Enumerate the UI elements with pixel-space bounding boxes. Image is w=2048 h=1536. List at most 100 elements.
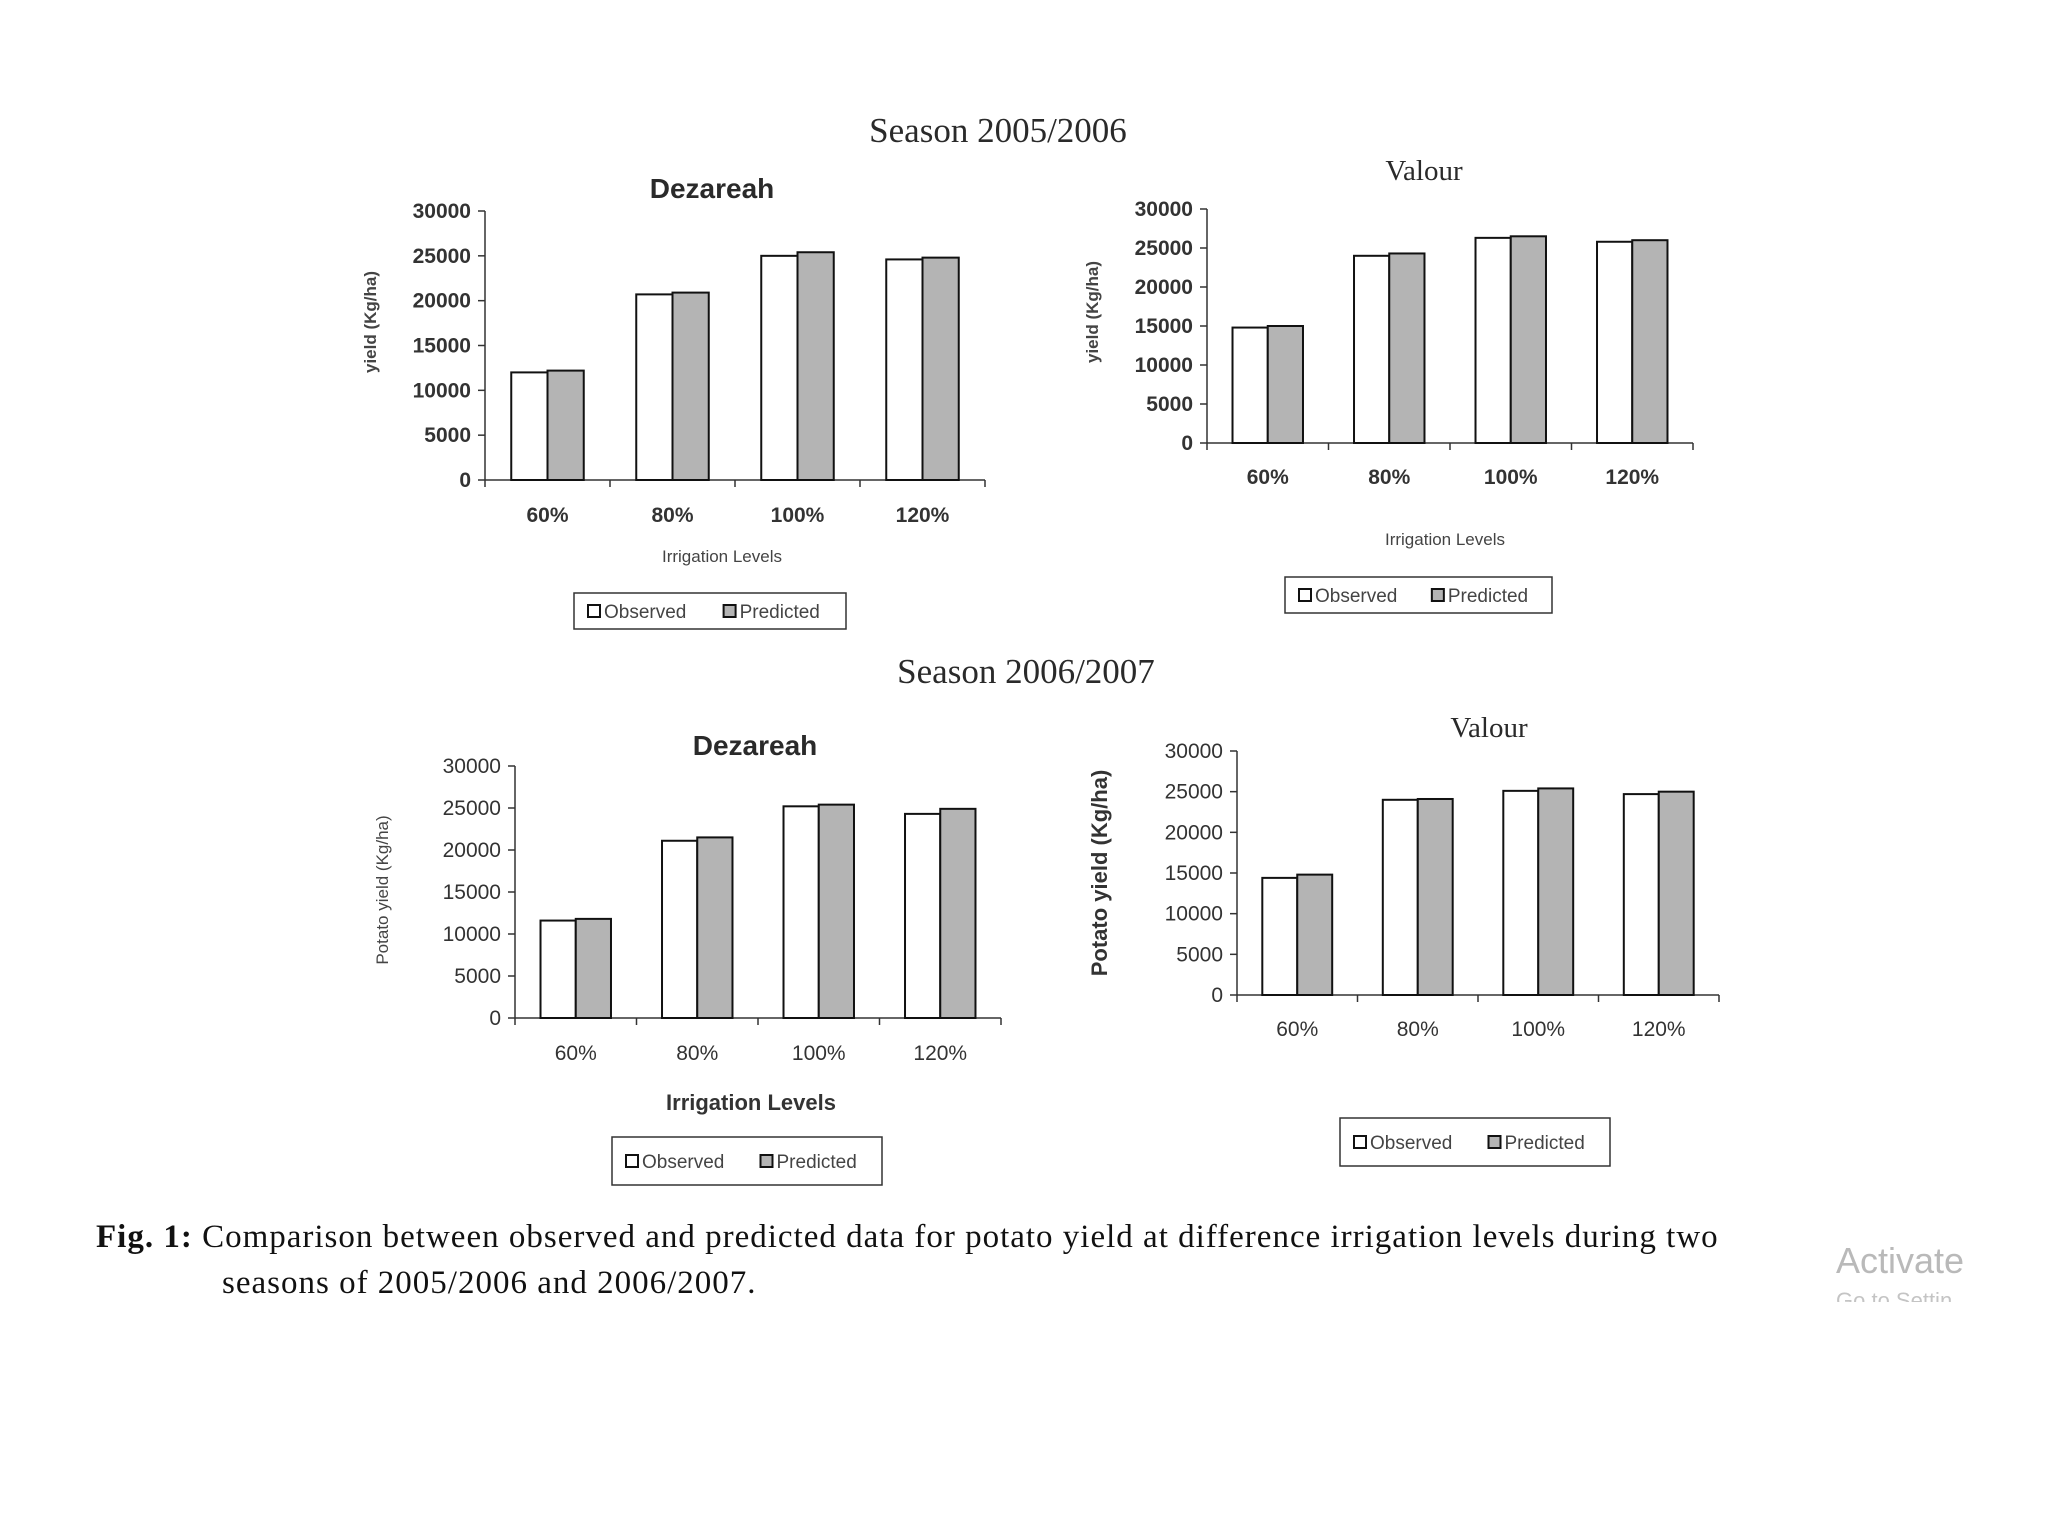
y-tick-label: 20000 [443,839,501,862]
predicted-bar [1657,790,1695,997]
x-tick-label: 60% [555,1042,597,1065]
legend-box [573,592,847,630]
y-tick-label: 10000 [1135,354,1193,377]
legend-predicted-swatch [1487,1135,1502,1149]
y-axis-label: Potato yield (Kg/ha) [373,815,392,964]
observed-bar [1353,254,1391,444]
predicted-bar [1509,235,1547,444]
legend-predicted-swatch [759,1154,774,1168]
predicted-bar [939,807,977,1020]
observed-bar [1231,326,1269,444]
observed-bar [661,839,699,1020]
predicted-bar [671,291,710,482]
legend-predicted-swatch [722,604,737,618]
x-axis-label: Irrigation Levels [666,1090,836,1115]
legend-observed-swatch [1353,1135,1367,1149]
caption-line-2: seasons of 2005/2006 and 2006/2007. [222,1265,757,1301]
observed-bar [1261,876,1299,997]
legend-observed-swatch [625,1154,639,1168]
observed-bar [885,258,924,482]
season-title: Season 2006/2007 [897,652,1155,691]
observed-bar [1622,793,1660,997]
legend-predicted-label: Predicted [1505,1133,1585,1154]
season-title: Season 2005/2006 [869,111,1127,150]
chart-title: Dezareah [650,173,775,204]
predicted-bar [1537,787,1575,996]
chart-title: Dezareah [693,730,818,761]
y-tick-label: 5000 [1146,393,1193,416]
y-tick-label: 30000 [1135,198,1193,221]
x-tick-label: 100% [1511,1018,1565,1041]
y-tick-label: 10000 [443,923,501,946]
y-tick-label: 30000 [413,200,471,223]
x-axis-label: Irrigation Levels [662,547,782,566]
predicted-bar [817,803,855,1020]
y-tick-label: 25000 [1165,781,1223,804]
y-tick-label: 5000 [454,965,501,988]
y-tick-label: 0 [1211,984,1223,1007]
y-tick-label: 5000 [424,424,471,447]
y-tick-label: 10000 [413,379,471,402]
y-tick-label: 30000 [1165,740,1223,763]
observed-bar [510,371,549,481]
predicted-bar [1388,252,1426,444]
x-tick-label: 60% [1247,466,1289,489]
legend-predicted-label: Predicted [740,602,820,623]
legend-predicted-label: Predicted [1448,586,1528,607]
x-axis-label: Irrigation Levels [1385,530,1505,549]
observed-bar [1596,240,1634,444]
figure-caption: Fig. 1: Comparison between observed and … [96,1214,1986,1306]
x-tick-label: 100% [1484,466,1538,489]
observed-bar [760,254,799,481]
x-tick-label: 100% [771,504,825,527]
y-tick-label: 20000 [1165,821,1223,844]
y-tick-label: 0 [489,1007,501,1030]
chart-title: Valour [1385,155,1463,187]
y-tick-label: 0 [459,469,471,492]
x-tick-label: 120% [1605,466,1659,489]
predicted-bar [1416,797,1454,997]
observed-bar [1474,236,1512,444]
caption-line-1: Comparison between observed and predicte… [202,1219,1719,1255]
y-tick-label: 5000 [1176,943,1223,966]
y-axis-label: yield (Kg/ha) [361,271,380,373]
legend-predicted-swatch [1430,588,1445,602]
x-tick-label: 80% [651,504,693,527]
chart-dezareah-2005: Dezareah 30000 25000 20000 15000 10000 5000 0 60… [361,173,986,630]
predicted-bar [1296,873,1334,996]
chart-title: Valour [1450,712,1528,744]
y-tick-label: 20000 [1135,276,1193,299]
predicted-bar [796,251,835,481]
legend-box [1339,1117,1611,1167]
legend-predicted-label: Predicted [777,1152,857,1173]
x-tick-label: 60% [1276,1018,1318,1041]
x-tick-label: 80% [1397,1018,1439,1041]
y-tick-label: 25000 [413,245,471,268]
observed-bar [1381,798,1419,996]
y-tick-label: 30000 [443,755,501,778]
y-tick-label: 15000 [1135,315,1193,338]
y-tick-label: 25000 [1135,237,1193,260]
predicted-bar [921,256,960,482]
legend-observed-label: Observed [604,602,686,623]
predicted-bar [1266,325,1304,444]
legend-observed-label: Observed [642,1152,724,1173]
predicted-bar [574,917,612,1020]
chart-dezareah-2006: Dezareah 30000 25000 20000 15000 10000 5000 0 60… [373,730,1002,1186]
x-tick-label: 120% [1632,1018,1686,1041]
chart-valour-2005: Valour 30000 25000 20000 15000 10000 5000 0 60% 8… [1083,155,1694,614]
predicted-bar [546,369,585,481]
x-tick-label: 120% [913,1042,967,1065]
legend-box [611,1136,883,1186]
activation-watermark-sub: Go to Settin [1836,1290,1952,1302]
x-tick-label: 60% [526,504,568,527]
legend-observed-label: Observed [1370,1133,1452,1154]
y-tick-label: 25000 [443,797,501,820]
y-tick-label: 15000 [413,335,471,358]
predicted-bar [1631,239,1669,444]
caption-label: Fig. 1: [96,1219,193,1255]
legend-observed-label: Observed [1315,586,1397,607]
y-axis-label: yield (Kg/ha) [1083,261,1102,363]
observed-bar [539,919,577,1019]
